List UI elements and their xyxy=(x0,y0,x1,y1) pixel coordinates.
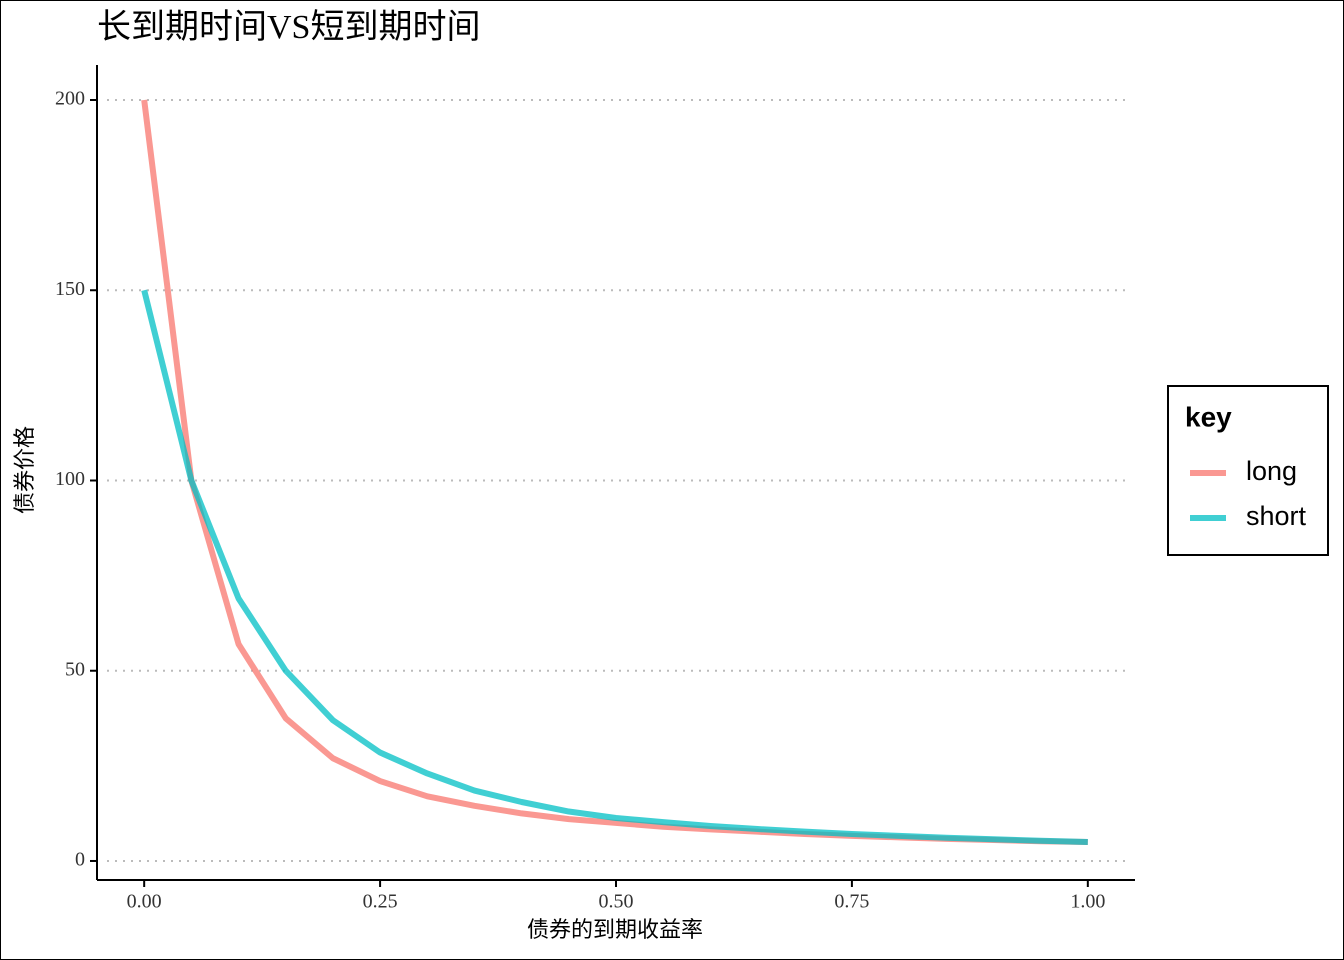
chart-title: 长到期时间VS短到期时间 xyxy=(97,9,480,46)
line-series xyxy=(141,289,1088,845)
x-tick-label: 0.50 xyxy=(599,891,634,913)
x-tick-label: 0.00 xyxy=(127,891,162,913)
y-tick-label: 0 xyxy=(75,849,85,871)
y-tick-label: 100 xyxy=(55,468,85,490)
y-tick-label: 150 xyxy=(55,278,85,300)
x-axis-label: 债券的到期收益率 xyxy=(527,917,703,942)
legend-label: long xyxy=(1246,456,1297,486)
y-tick-label: 50 xyxy=(65,658,85,680)
y-axis-label: 债券价格 xyxy=(12,426,37,514)
y-tick-label: 200 xyxy=(55,88,85,110)
legend-title: key xyxy=(1185,401,1232,432)
x-tick-label: 0.25 xyxy=(363,891,398,913)
x-tick-label: 1.00 xyxy=(1070,891,1105,913)
x-tick-label: 0.75 xyxy=(834,891,869,913)
legend-label: short xyxy=(1246,501,1307,531)
